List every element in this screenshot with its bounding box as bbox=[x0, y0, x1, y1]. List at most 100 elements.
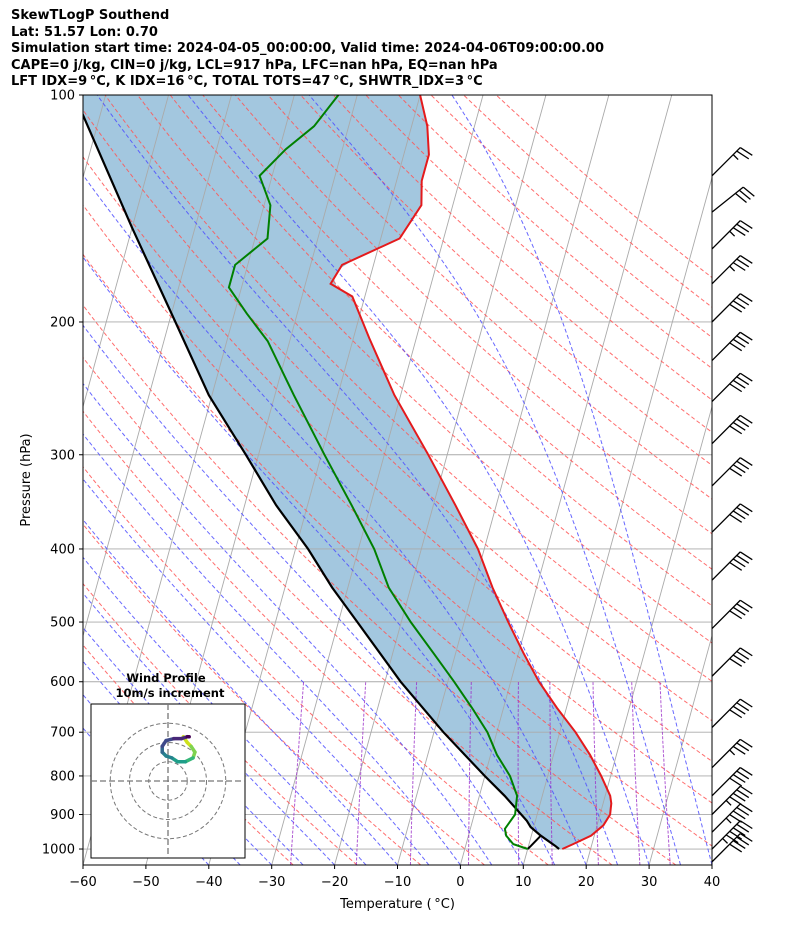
mixing-ratio-line bbox=[549, 681, 553, 865]
dry-adiabat-line bbox=[137, 95, 712, 644]
wind-barb-flag bbox=[739, 820, 753, 830]
wind-barb-staff bbox=[711, 647, 741, 677]
y-tick-label: 600 bbox=[50, 675, 75, 690]
x-tick-label: −20 bbox=[321, 875, 348, 890]
wind-barb-flag bbox=[732, 705, 746, 715]
title-times: Simulation start time: 2024-04-05_00:00:… bbox=[11, 41, 604, 56]
wind-barb-flag bbox=[739, 738, 753, 748]
moist-adiabat-line bbox=[83, 694, 241, 865]
wind-barb bbox=[711, 803, 753, 833]
wind-barb bbox=[711, 372, 753, 403]
moist-adiabat-line bbox=[83, 382, 493, 865]
dry-adiabat-line bbox=[83, 466, 485, 865]
wind-barb-flag bbox=[729, 796, 743, 806]
wind-barb-flag bbox=[736, 460, 750, 470]
moist-adiabat-line bbox=[83, 478, 430, 865]
dry-adiabat-line bbox=[83, 109, 712, 722]
title-block: SkewTLogP Southend Lat: 51.57 Lon: 0.70 … bbox=[11, 8, 604, 91]
moist-adiabat-line bbox=[96, 95, 619, 865]
wind-barb-staff bbox=[711, 599, 741, 629]
wind-barb-flag bbox=[732, 606, 746, 616]
wind-barb-flag bbox=[736, 150, 750, 160]
x-tick-label: 0 bbox=[456, 875, 464, 890]
cape-cin-shading bbox=[83, 95, 612, 849]
y-tick-label: 400 bbox=[50, 542, 75, 557]
y-tick-label: 1000 bbox=[42, 843, 75, 858]
wind-barb-flag bbox=[729, 513, 743, 523]
wind-barb-flag bbox=[732, 379, 746, 389]
wind-barb-staff bbox=[711, 331, 741, 362]
wind-barb-flag bbox=[729, 830, 743, 840]
wind-barb-flag bbox=[739, 147, 753, 156]
x-tick-label: −60 bbox=[69, 875, 96, 890]
hodograph-plot bbox=[91, 704, 245, 858]
wind-barb-flag bbox=[736, 258, 750, 268]
wind-barb bbox=[711, 698, 753, 728]
x-tick-label: −10 bbox=[384, 875, 411, 890]
wind-barb-flag bbox=[732, 827, 746, 837]
wind-barb-flag bbox=[732, 792, 746, 802]
wind-barb-flag bbox=[736, 418, 750, 428]
wind-barb-flag bbox=[732, 338, 746, 348]
wind-barb-half-flag bbox=[729, 749, 736, 756]
wind-barb-flag bbox=[739, 220, 753, 229]
wind-barb-flag bbox=[729, 814, 743, 823]
moist-adiabat-line bbox=[83, 256, 556, 865]
isotherm-line bbox=[648, 634, 712, 865]
wind-barb-flag bbox=[732, 558, 746, 568]
moist-adiabat-line bbox=[83, 518, 398, 865]
y-tick-label: 800 bbox=[50, 769, 75, 784]
title-station: SkewTLogP Southend bbox=[11, 8, 170, 23]
wind-barb bbox=[711, 503, 753, 533]
wind-barb-half-flag bbox=[732, 154, 739, 161]
wind-barb bbox=[711, 599, 753, 629]
wind-barb bbox=[711, 414, 753, 445]
wind-barb-flag bbox=[729, 467, 743, 477]
wind-barb bbox=[711, 220, 753, 250]
dry-adiabat-line bbox=[83, 156, 712, 762]
wind-barb-staff bbox=[711, 372, 741, 403]
dry-adiabat-line bbox=[83, 253, 712, 847]
wind-barb-flag bbox=[735, 192, 747, 203]
parcel-path-line bbox=[83, 112, 560, 850]
moist-adiabat-line bbox=[451, 95, 712, 865]
dry-adiabat-line bbox=[202, 95, 712, 570]
isotherm-line bbox=[83, 95, 107, 180]
moist-adiabat-line bbox=[83, 324, 524, 865]
isotherm-line bbox=[271, 95, 484, 865]
moist-adiabat-line bbox=[83, 433, 461, 865]
wind-barb-flag bbox=[739, 647, 753, 657]
title-latlon: Lat: 51.57 Lon: 0.70 bbox=[11, 24, 158, 40]
wind-barb-staff bbox=[711, 738, 741, 769]
isotherm-line bbox=[585, 404, 712, 865]
wind-barb bbox=[711, 186, 755, 213]
wind-barb bbox=[711, 738, 753, 769]
wind-barb-flag bbox=[739, 803, 753, 813]
y-tick-label: 700 bbox=[50, 726, 75, 741]
mixing-ratio-line bbox=[631, 681, 641, 865]
wind-barb-flag bbox=[736, 702, 750, 712]
wind-barb-flag bbox=[729, 425, 743, 435]
moist-adiabat-line bbox=[83, 626, 304, 865]
wind-barb-flag bbox=[736, 789, 750, 799]
wind-barb-staff bbox=[711, 503, 741, 533]
mixing-ratio-line bbox=[592, 681, 599, 865]
dry-adiabat-line bbox=[83, 644, 294, 865]
x-tick-label: −30 bbox=[258, 875, 285, 890]
wind-barb bbox=[711, 820, 753, 850]
wind-barb-staff bbox=[711, 293, 741, 323]
wind-barb-staff bbox=[711, 255, 741, 285]
wind-barb bbox=[711, 647, 753, 677]
isotherm-line bbox=[522, 175, 712, 865]
wind-barb-flag bbox=[729, 777, 743, 787]
wind-barb-staff bbox=[711, 186, 744, 213]
temperature-line bbox=[329, 95, 613, 850]
wind-barb bbox=[711, 833, 753, 863]
wind-barb-half-flag bbox=[725, 817, 732, 824]
hodograph-subtitle: 10m/s increment bbox=[116, 686, 225, 700]
wind-barb-flag bbox=[739, 503, 753, 513]
title-cape-indices: CAPE=0 j/kg, CIN=0 j/kg, LCL=917 hPa, LF… bbox=[11, 57, 498, 73]
y-tick-label: 500 bbox=[50, 616, 75, 631]
wind-barb-flag bbox=[729, 561, 743, 571]
